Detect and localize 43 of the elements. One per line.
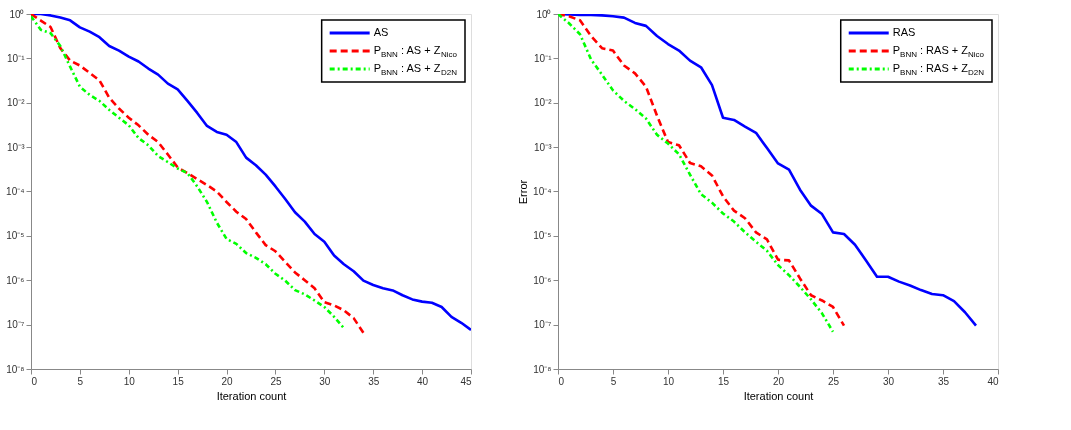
x-tick-label: 30 bbox=[319, 375, 331, 387]
y-tick-label: 10⁰ bbox=[9, 8, 25, 20]
x-tick-label: 25 bbox=[270, 375, 282, 387]
x-tick-label: 10 bbox=[123, 375, 136, 387]
x-tick-label: 35 bbox=[368, 375, 380, 387]
x-tick-label: 10 bbox=[662, 375, 675, 387]
x-tick-label: 20 bbox=[772, 375, 785, 387]
y-tick-label: 10⁻⁵ bbox=[6, 230, 25, 242]
legend-label: AS bbox=[373, 26, 389, 38]
y-tick-label: 10⁻¹ bbox=[7, 52, 26, 64]
y-tick-label: 10⁻⁵ bbox=[533, 230, 552, 242]
y-tick-label: 10⁻⁴ bbox=[533, 186, 552, 197]
y-tick-label: 10⁻⁷ bbox=[6, 319, 25, 331]
y-tick-label: 10⁻⁸ bbox=[6, 363, 25, 375]
x-tick-label: 40 bbox=[987, 375, 999, 387]
x-tick-label: 35 bbox=[937, 375, 950, 387]
x-tick-label: 45 bbox=[460, 375, 472, 387]
y-tick-label: 10⁻⁶ bbox=[6, 274, 25, 286]
x-tick-label: 0 bbox=[31, 375, 38, 387]
x-tick-label: 5 bbox=[77, 375, 84, 387]
legend-label: RAS bbox=[892, 26, 916, 38]
x-tick-label: 25 bbox=[827, 375, 840, 387]
x-tick-label: 5 bbox=[610, 375, 617, 387]
x-axis-title: Iteration count bbox=[743, 389, 814, 402]
y-tick-label: 10⁻³ bbox=[7, 141, 26, 153]
y-tick-label: 10⁻⁸ bbox=[533, 363, 552, 375]
x-axis-title: Iteration count bbox=[216, 389, 287, 402]
y-tick-label: 10⁻¹ bbox=[534, 52, 553, 64]
x-tick-label: 15 bbox=[172, 375, 185, 387]
y-tick-label: 10⁻⁴ bbox=[6, 186, 25, 197]
x-tick-label: 20 bbox=[221, 375, 234, 387]
y-tick-label: 10⁻⁷ bbox=[533, 319, 552, 331]
y-tick-label: 10⁰ bbox=[536, 8, 552, 20]
x-tick-label: 0 bbox=[558, 375, 565, 387]
y-tick-label: 10⁻² bbox=[534, 97, 553, 109]
x-tick-label: 15 bbox=[717, 375, 730, 387]
y-axis-title: Error bbox=[517, 179, 530, 205]
x-tick-label: 30 bbox=[882, 375, 895, 387]
y-tick-label: 10⁻³ bbox=[534, 141, 553, 153]
line-series bbox=[31, 14, 471, 332]
y-tick-label: 10⁻⁶ bbox=[533, 274, 552, 286]
x-tick-label: 40 bbox=[417, 375, 429, 387]
y-tick-label: 10⁻² bbox=[7, 97, 26, 109]
